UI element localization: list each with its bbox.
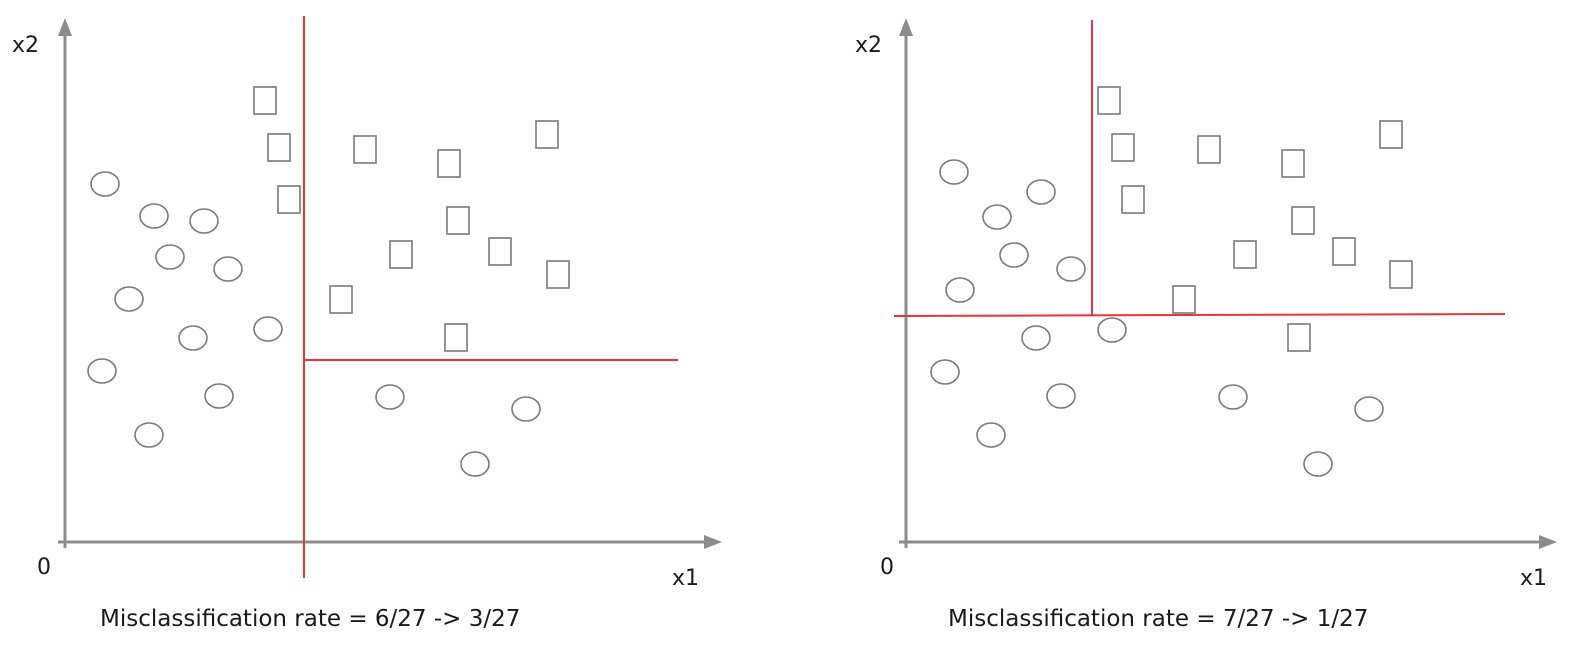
square-point (446, 206, 470, 235)
square-point (1121, 185, 1145, 214)
circle-point (460, 451, 490, 477)
square-point (353, 135, 377, 164)
circle-point (1097, 317, 1127, 343)
square-point (444, 323, 468, 352)
circle-point (1218, 384, 1248, 410)
circle-point (982, 204, 1012, 230)
square-point (535, 120, 559, 149)
circle-point (139, 203, 169, 229)
circle-point (511, 396, 541, 422)
square-point (1197, 135, 1221, 164)
square-point (1389, 260, 1413, 289)
right-caption: Misclassification rate = 7/27 -> 1/27 (948, 606, 1368, 632)
circle-point (90, 171, 120, 197)
circle-point (1354, 396, 1384, 422)
right-y-axis-arrow (899, 18, 913, 36)
left-y-axis-arrow (58, 18, 72, 36)
circle-point (1026, 179, 1056, 205)
circle-point (1021, 325, 1051, 351)
right-horizontal-split (893, 313, 1506, 317)
left-y-axis-label: x2 (12, 33, 39, 58)
circle-point (253, 316, 283, 342)
square-point (1287, 323, 1311, 352)
square-point (488, 237, 512, 266)
circle-point (939, 159, 969, 185)
circle-point (178, 325, 208, 351)
right-panel: x2 x1 0 Misclassification rat (855, 18, 1557, 632)
circle-point (213, 256, 243, 282)
square-point (389, 240, 413, 269)
right-x-axis-arrow (1539, 535, 1557, 549)
square-point (1097, 86, 1121, 115)
circle-point (1303, 451, 1333, 477)
square-point (1332, 237, 1356, 266)
square-point (1111, 133, 1135, 162)
left-caption: Misclassification rate = 6/27 -> 3/27 (100, 606, 520, 632)
circle-point (155, 244, 185, 270)
circle-point (976, 422, 1006, 448)
square-point (267, 133, 291, 162)
left-panel: x2 x1 0 Misclassification rat (12, 16, 722, 632)
square-point (1172, 285, 1196, 314)
circle-point (375, 384, 405, 410)
square-point (437, 149, 461, 178)
square-point (329, 285, 353, 314)
circle-point (87, 358, 117, 384)
circle-point (134, 422, 164, 448)
circle-point (999, 242, 1029, 268)
right-y-axis-label: x2 (855, 33, 882, 58)
left-x-axis-label: x1 (672, 566, 699, 591)
circle-point (204, 383, 234, 409)
circle-point (189, 208, 219, 234)
square-point (277, 185, 301, 214)
circle-point (1056, 256, 1086, 282)
circle-point (930, 359, 960, 385)
square-point (1281, 149, 1305, 178)
left-x-axis-arrow (704, 535, 722, 549)
left-origin-label: 0 (37, 555, 51, 580)
square-point (253, 86, 277, 115)
square-point (1291, 206, 1315, 235)
square-point (1233, 240, 1257, 269)
right-x-axis-label: x1 (1520, 566, 1547, 591)
square-point (1379, 120, 1403, 149)
right-origin-label: 0 (880, 555, 894, 580)
circle-point (114, 286, 144, 312)
square-point (546, 260, 570, 289)
circle-point (1046, 383, 1076, 409)
circle-point (945, 277, 975, 303)
